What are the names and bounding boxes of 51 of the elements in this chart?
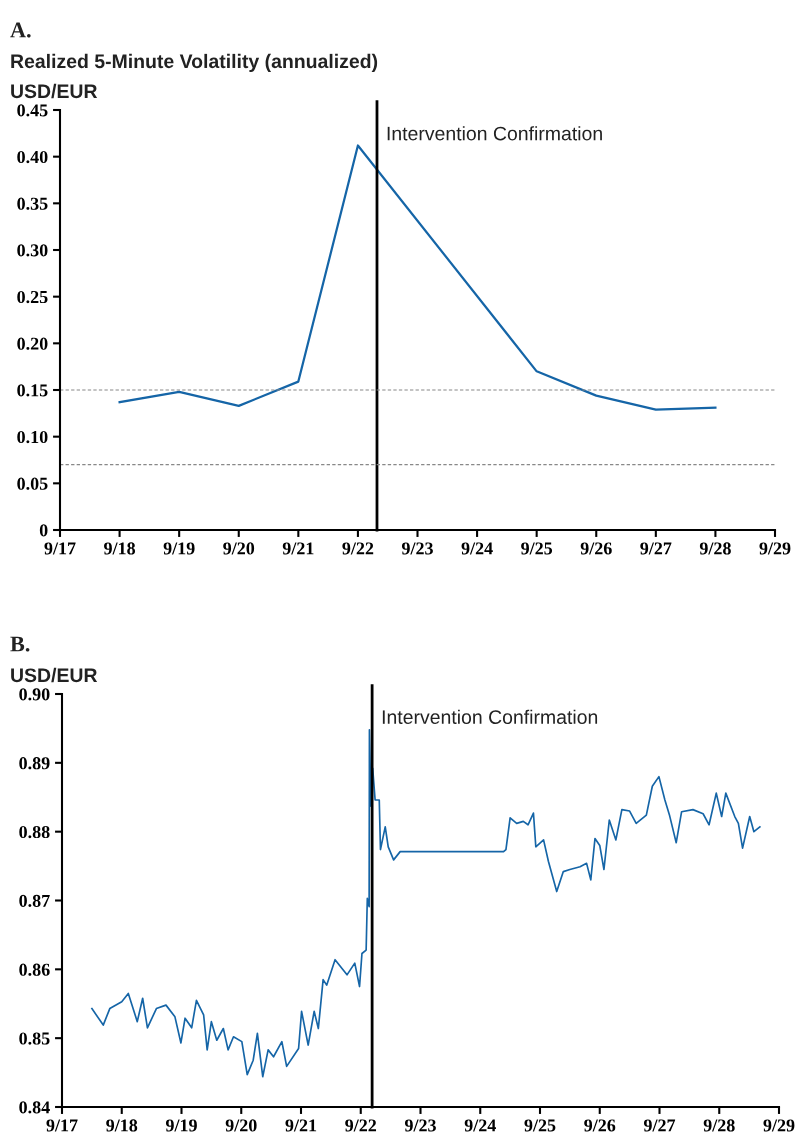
- y-tick-label: 0.25: [17, 290, 48, 304]
- x-tick-label: 9/20: [223, 542, 255, 555]
- x-tick-label: 9/23: [404, 1119, 436, 1132]
- chart-subtitle: Realized 5-Minute Volatility (annualized): [11, 53, 378, 72]
- x-tick-label: 9/26: [580, 542, 612, 555]
- x-tick-label: 9/28: [699, 542, 731, 555]
- y-axis-title: USD/EUR: [11, 83, 98, 99]
- x-tick-label: 9/20: [225, 1119, 257, 1132]
- x-tick-label: 9/27: [640, 542, 672, 555]
- x-tick-label: 9/22: [345, 1119, 377, 1132]
- chart-title: B.: [10, 636, 30, 652]
- x-tick-label: 9/24: [461, 542, 493, 555]
- y-tick-label: 0.88: [19, 825, 50, 839]
- y-tick-label: 0.30: [17, 244, 48, 257]
- y-tick-label: 0.20: [17, 337, 48, 350]
- x-tick-label: 9/19: [165, 1119, 197, 1132]
- x-tick-label: 9/17: [46, 1119, 78, 1132]
- x-tick-label: 9/21: [285, 1119, 317, 1132]
- y-tick-label: 0: [39, 524, 48, 537]
- x-tick-label: 9/25: [521, 542, 553, 555]
- x-tick-label: 9/18: [104, 542, 136, 555]
- y-tick-label: 0.15: [17, 384, 48, 397]
- x-tick-label: 9/22: [342, 542, 374, 555]
- y-tick-label: 0.05: [17, 477, 48, 490]
- x-tick-label: 9/24: [464, 1119, 496, 1132]
- x-tick-label: 9/19: [163, 542, 195, 555]
- y-tick-label: 0.87: [19, 894, 50, 908]
- ref-line-label: Intervention Confirmation: [382, 709, 598, 724]
- x-tick-label: 9/28: [703, 1119, 735, 1132]
- line-series: [118, 144, 717, 411]
- y-tick-label: 0.84: [19, 1101, 50, 1114]
- y-tick-label: 0.89: [19, 757, 50, 770]
- y-axis-title: USD/EUR: [11, 667, 98, 683]
- x-tick-label: 9/18: [106, 1119, 138, 1132]
- x-tick-label: 9/26: [584, 1119, 616, 1132]
- y-tick-label: 0.90: [19, 688, 50, 701]
- y-tick-label: 0.40: [17, 150, 48, 164]
- x-tick-label: 9/29: [759, 542, 791, 555]
- x-tick-label: 9/23: [401, 542, 433, 555]
- y-tick-label: 0.10: [17, 430, 48, 444]
- chart-title: A.: [10, 22, 31, 38]
- x-tick-label: 9/27: [643, 1119, 676, 1132]
- y-tick-label: 0.85: [19, 1032, 50, 1045]
- ref-line-label: Intervention Confirmation: [387, 126, 602, 141]
- x-tick-label: 9/25: [524, 1119, 556, 1132]
- y-tick-label: 0.45: [17, 104, 48, 117]
- y-tick-label: 0.35: [17, 197, 48, 210]
- x-tick-label: 9/21: [282, 542, 314, 555]
- x-tick-label: 9/29: [763, 1119, 795, 1132]
- x-tick-label: 9/17: [44, 542, 76, 555]
- y-tick-label: 0.86: [19, 963, 50, 976]
